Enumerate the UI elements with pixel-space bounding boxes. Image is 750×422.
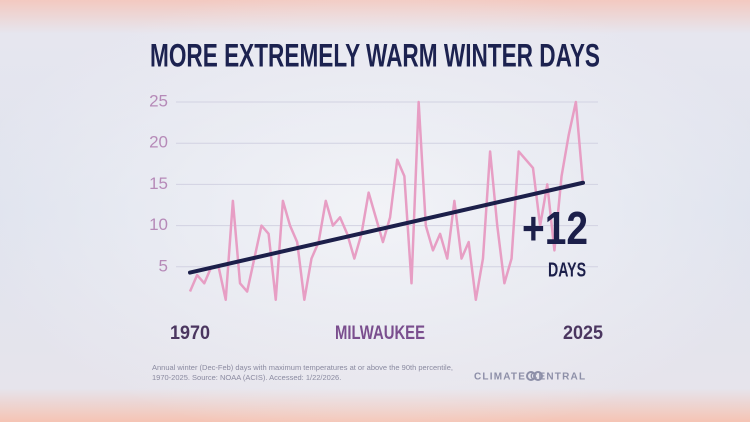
- chart-title: MORE EXTREMELY WARM WINTER DAYS: [150, 37, 600, 73]
- annotation: +12: [522, 202, 588, 254]
- y-tick-label: 15: [149, 174, 168, 193]
- trend-line: [188, 180, 585, 275]
- location-label: MILWAUKEE: [335, 323, 425, 344]
- y-tick-label: 20: [149, 133, 168, 152]
- annotation-unit: DAYS: [548, 259, 586, 281]
- brand-logo: [526, 371, 543, 381]
- x-tick-label: 2025: [563, 323, 603, 344]
- footnote: Annual winter (Dec-Feb) days with maximu…: [152, 363, 453, 372]
- x-tick-label: 1970: [170, 323, 210, 344]
- footnote: 1970-2025. Source: NOAA (ACIS). Accessed…: [152, 373, 341, 382]
- data-line: [188, 100, 585, 302]
- y-tick-label: 10: [149, 215, 168, 234]
- y-tick-label: 5: [159, 256, 168, 275]
- y-tick-label: 25: [149, 91, 168, 110]
- brand-name: CLIMATE CENTRAL: [474, 372, 586, 383]
